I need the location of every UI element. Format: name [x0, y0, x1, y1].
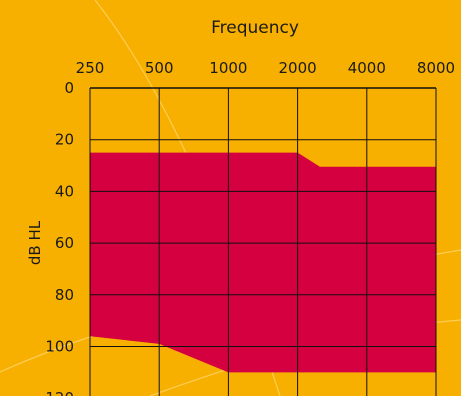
y-tick-label: 20 [55, 131, 74, 149]
y-axis-label: dB HL [26, 220, 44, 265]
x-axis-ticks: 250 500 1000 2000 4000 8000 [76, 59, 455, 77]
y-tick-label: 100 [45, 338, 74, 356]
y-tick-label: 80 [55, 286, 74, 304]
x-tick-label: 8000 [417, 59, 455, 77]
y-tick-label: 40 [55, 182, 74, 200]
y-axis-ticks: 0 20 40 60 80 100 120 [45, 79, 74, 396]
y-tick-label: 0 [64, 79, 74, 97]
y-tick-label: 60 [55, 234, 74, 252]
plot-area [89, 87, 437, 396]
y-tick-label: 120 [45, 389, 74, 396]
x-tick-label: 4000 [348, 59, 386, 77]
x-tick-label: 1000 [209, 59, 247, 77]
x-tick-label: 250 [76, 59, 105, 77]
x-tick-label: 2000 [279, 59, 317, 77]
x-tick-label: 500 [145, 59, 174, 77]
hearing-loss-band [90, 152, 436, 373]
chart-title: Frequency [211, 18, 299, 38]
